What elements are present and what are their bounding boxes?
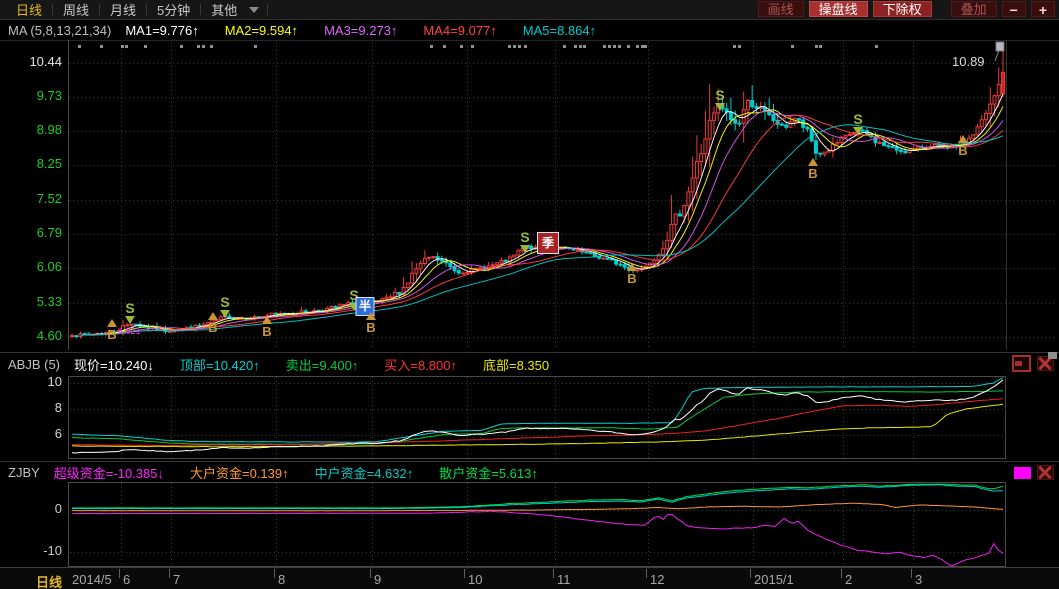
tab-daily[interactable]: 日线 [16, 3, 43, 18]
overlay-button[interactable]: 叠加 [950, 1, 997, 17]
zjby-medium-funds-value: 中户资金=4.632↑ [314, 465, 414, 481]
zoom-out-button[interactable]: − [1001, 1, 1026, 18]
abjb-indicator-header: ABJB (5) 现价=10.240↓ 顶部=10.420↑ 卖出=9.400↑… [0, 352, 1059, 375]
month-label: 10 [468, 572, 483, 587]
tab-separator [52, 4, 54, 15]
abjb-bottom-value: 底部=8.350 [482, 357, 550, 373]
tab-separator [146, 4, 148, 15]
abjb-buy-value: 买入=8.800↑ [384, 357, 457, 373]
toolbar-buttons: 画线 操盘线 下除权 叠加 − + [757, 1, 1055, 18]
abjb-price-value: 现价=10.240↓ [74, 357, 154, 373]
close-icon[interactable] [1037, 465, 1054, 480]
zjby-indicator-name: ZJBY [8, 464, 40, 480]
abjb-window-controls [1012, 355, 1054, 372]
restore-window-icon[interactable] [1012, 355, 1031, 372]
tab-other[interactable]: 其他 [211, 3, 238, 18]
month-label: 2014/5 [72, 572, 112, 587]
month-label: 2 [845, 572, 853, 587]
top-toolbar: 日线 周线 月线 5分钟 其他 画线 操盘线 下除权 叠加 − + [0, 0, 1059, 20]
close-icon[interactable] [1037, 356, 1054, 371]
tab-separator [99, 4, 101, 15]
month-label: 7 [173, 572, 181, 587]
month-tick [841, 569, 842, 578]
month-tick [646, 569, 647, 578]
tab-monthly[interactable]: 月线 [110, 3, 137, 18]
abjb-top-value: 顶部=10.420↑ [179, 357, 260, 373]
month-tick [169, 569, 170, 578]
zjby-large-funds-value: 大户资金=0.139↑ [189, 465, 289, 481]
month-label: 11 [557, 572, 571, 587]
abjb-indicator-name: ABJB (5) [8, 356, 61, 372]
month-tick [370, 569, 371, 578]
month-label: 6 [123, 572, 131, 587]
month-tick [553, 569, 554, 578]
ma4-value: MA4=9.077↑ [423, 22, 497, 38]
zoom-in-button[interactable]: + [1030, 1, 1055, 18]
chevron-down-icon[interactable] [249, 6, 260, 13]
zjby-window-controls [1014, 465, 1054, 480]
tab-separator [267, 4, 269, 15]
magenta-legend-swatch [1014, 466, 1031, 479]
month-label: 8 [278, 572, 286, 587]
month-tick [750, 569, 751, 578]
abjb-sell-value: 卖出=9.400↑ [285, 357, 359, 373]
month-label: 3 [915, 572, 923, 587]
month-label: 2015/1 [754, 572, 794, 587]
tab-weekly[interactable]: 周线 [63, 3, 90, 18]
draw-line-button[interactable]: 画线 [757, 1, 804, 17]
ma1-value: MA1=9.776↑ [125, 22, 199, 38]
zjby-indicator-header: ZJBY 超级资金=-10.385↓ 大户资金=0.139↑ 中户资金=4.63… [0, 461, 1059, 482]
ma5-value: MA5=8.864↑ [522, 22, 597, 38]
month-tick [119, 569, 120, 578]
month-tick [274, 569, 275, 578]
ma-indicator-header: MA (5,8,13,21,34) MA1=9.776↑ MA2=9.594↑ … [0, 20, 1059, 41]
resize-grip-icon[interactable] [1048, 352, 1057, 359]
trading-line-button[interactable]: 操盘线 [808, 1, 868, 17]
ma-indicator-name: MA (5,8,13,21,34) [8, 22, 112, 38]
period-tabs: 日线 周线 月线 5分钟 其他 [0, 0, 269, 19]
month-label: 12 [650, 572, 665, 587]
time-axis: 日线 2014/5 6 7 8 9 10 11 12 2015/1 2 3 [0, 567, 1059, 589]
tab-5min[interactable]: 5分钟 [157, 3, 191, 18]
zjby-retail-funds-value: 散户资金=5.613↑ [439, 465, 538, 481]
tab-separator [200, 4, 202, 15]
ex-rights-button[interactable]: 下除权 [872, 1, 932, 17]
ma2-value: MA2=9.594↑ [224, 22, 299, 38]
period-label: 日线 [36, 575, 63, 589]
month-tick [911, 569, 912, 578]
month-label: 9 [374, 572, 382, 587]
month-tick [464, 569, 465, 578]
zjby-super-funds-value: 超级资金=-10.385↓ [53, 465, 164, 481]
ma3-value: MA3=9.273↑ [324, 22, 398, 38]
